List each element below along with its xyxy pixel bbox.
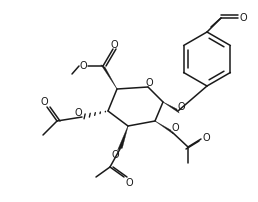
Polygon shape: [163, 102, 179, 114]
Text: O: O: [239, 13, 247, 23]
Text: O: O: [125, 177, 133, 187]
Polygon shape: [101, 65, 117, 90]
Polygon shape: [118, 126, 128, 150]
Text: O: O: [177, 101, 185, 112]
Text: O: O: [202, 132, 210, 142]
Text: O: O: [79, 61, 87, 71]
Text: O: O: [111, 149, 119, 159]
Text: O: O: [145, 78, 153, 87]
Text: O: O: [74, 107, 82, 117]
Polygon shape: [155, 121, 173, 135]
Text: O: O: [110, 40, 118, 50]
Text: O: O: [171, 122, 179, 132]
Text: O: O: [40, 97, 48, 106]
